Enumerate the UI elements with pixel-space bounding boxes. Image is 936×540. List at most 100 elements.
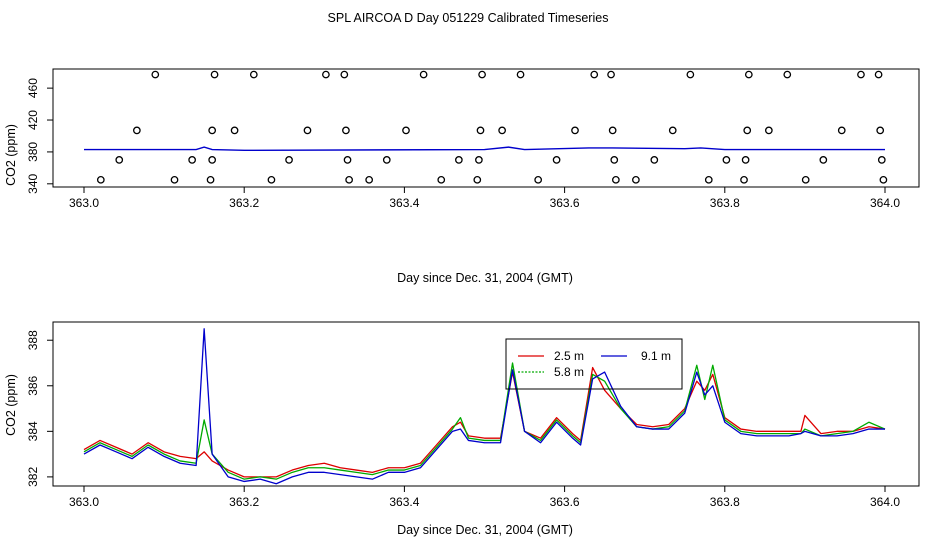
legend-label-5-8m: 5.8 m <box>554 365 584 379</box>
bottom-series-lines <box>83 328 886 485</box>
scatter-point <box>115 156 124 164</box>
scatter-point <box>322 70 330 79</box>
scatter-point <box>686 70 695 79</box>
scatter-point <box>590 70 599 79</box>
scatter-point <box>340 70 349 79</box>
bot-x-tick-label: 363.4 <box>389 495 419 509</box>
top-x-tick-label: 363.0 <box>69 196 99 210</box>
scatter-point <box>267 175 276 184</box>
scatter-point <box>740 175 748 184</box>
bottom-y-axis-title: CO2 (ppm) <box>4 374 18 436</box>
top-y-axis: 340 380 420 460 <box>26 78 54 194</box>
series-line-9-1-m <box>83 328 885 485</box>
top-x-tick-label: 363.8 <box>710 196 740 210</box>
scatter-point <box>96 175 105 184</box>
scatter-point <box>402 126 410 135</box>
scatter-point <box>534 175 543 184</box>
top-x-tick-label: 363.6 <box>550 196 580 210</box>
scatter-point <box>133 126 141 135</box>
scatter-point <box>303 126 312 135</box>
legend-box <box>505 338 683 390</box>
scatter-point <box>743 126 752 135</box>
bot-y-tick-label: 386 <box>26 375 40 395</box>
bottom-y-axis: 382 384 386 388 <box>26 330 54 487</box>
top-x-tick-label: 363.2 <box>229 196 259 210</box>
bot-x-tick-label: 363.0 <box>69 495 99 509</box>
top-y-tick-label: 460 <box>26 78 40 98</box>
scatter-point <box>607 70 615 79</box>
top-x-tick-label: 363.4 <box>389 196 419 210</box>
scatter-point <box>343 156 352 164</box>
scatter-point <box>437 175 446 184</box>
scatter-point <box>744 70 753 79</box>
scatter-point <box>879 175 888 184</box>
scatter-point <box>819 156 828 164</box>
scatter-point <box>382 156 391 164</box>
top-y-tick-label: 420 <box>26 110 40 130</box>
scatter-point <box>170 175 179 184</box>
scatter-point <box>552 156 561 164</box>
scatter-point <box>345 175 353 184</box>
scatter-point <box>801 175 810 184</box>
top-x-axis-title: Day since Dec. 31, 2004 (GMT) <box>397 271 573 285</box>
scatter-point <box>365 175 374 184</box>
top-panel: 363.0 363.2 363.4 363.6 363.8 364.0 340 380 420… <box>4 68 920 285</box>
scatter-point <box>571 126 579 135</box>
scatter-point <box>632 175 640 184</box>
top-y-axis-title: CO2 (ppm) <box>4 124 18 186</box>
scatter-point <box>478 70 486 79</box>
bottom-x-axis: 363.0 363.2 363.4 363.6 363.8 364.0 <box>69 485 900 509</box>
scatter-point <box>857 70 865 79</box>
scatter-point <box>230 126 239 135</box>
bot-x-tick-label: 363.2 <box>229 495 259 509</box>
scatter-point <box>249 70 258 79</box>
scatter-point <box>722 156 731 164</box>
figure-title: SPL AIRCOA D Day 051229 Calibrated Times… <box>328 11 609 25</box>
scatter-point <box>765 126 773 135</box>
scatter-point <box>188 156 196 164</box>
scatter-point <box>455 156 463 164</box>
bot-x-tick-label: 364.0 <box>870 495 900 509</box>
bot-x-tick-label: 363.8 <box>710 495 740 509</box>
legend: 2.5 m 9.1 m 5.8 m <box>505 338 683 390</box>
top-series-lines <box>84 146 885 152</box>
bottom-x-axis-title: Day since Dec. 31, 2004 (GMT) <box>397 523 573 537</box>
top-plot-frame <box>52 68 920 188</box>
scatter-point <box>473 175 482 184</box>
scatter-point <box>151 70 160 79</box>
legend-label-2-5m: 2.5 m <box>554 349 584 363</box>
scatter-point <box>476 126 485 135</box>
scatter-point <box>206 175 215 184</box>
scatter-point <box>668 126 677 135</box>
scatter-point <box>876 126 885 135</box>
scatter-point <box>783 70 792 79</box>
scatter-point <box>837 126 846 135</box>
scatter-point <box>877 156 886 164</box>
scatter-point <box>498 126 506 135</box>
bot-y-tick-label: 382 <box>26 467 40 487</box>
series-line-baseline <box>84 146 885 152</box>
scatter-point <box>210 70 219 79</box>
bottom-panel: 363.0 363.2 363.4 363.6 363.8 364.0 382 384 386… <box>4 321 920 537</box>
scatter-point <box>475 156 483 164</box>
scatter-point <box>874 70 883 79</box>
scatter-point <box>516 70 525 79</box>
top-x-axis: 363.0 363.2 363.4 363.6 363.8 364.0 <box>69 186 900 210</box>
bot-y-tick-label: 384 <box>26 421 40 441</box>
scatter-point <box>342 126 350 135</box>
bot-y-tick-label: 388 <box>26 330 40 350</box>
series-line-5-8-m <box>83 362 886 480</box>
scatter-point <box>650 156 659 164</box>
scatter-point <box>208 156 217 164</box>
scatter-point <box>608 126 617 135</box>
scatter-point <box>704 175 713 184</box>
legend-label-9-1m: 9.1 m <box>641 349 671 363</box>
scatter-point <box>741 156 750 164</box>
top-x-tick-label: 364.0 <box>870 196 900 210</box>
top-y-tick-label: 340 <box>26 173 40 193</box>
top-scatter-points <box>96 70 888 184</box>
scatter-point <box>208 126 217 135</box>
scatter-point <box>610 156 619 164</box>
scatter-point <box>285 156 293 164</box>
